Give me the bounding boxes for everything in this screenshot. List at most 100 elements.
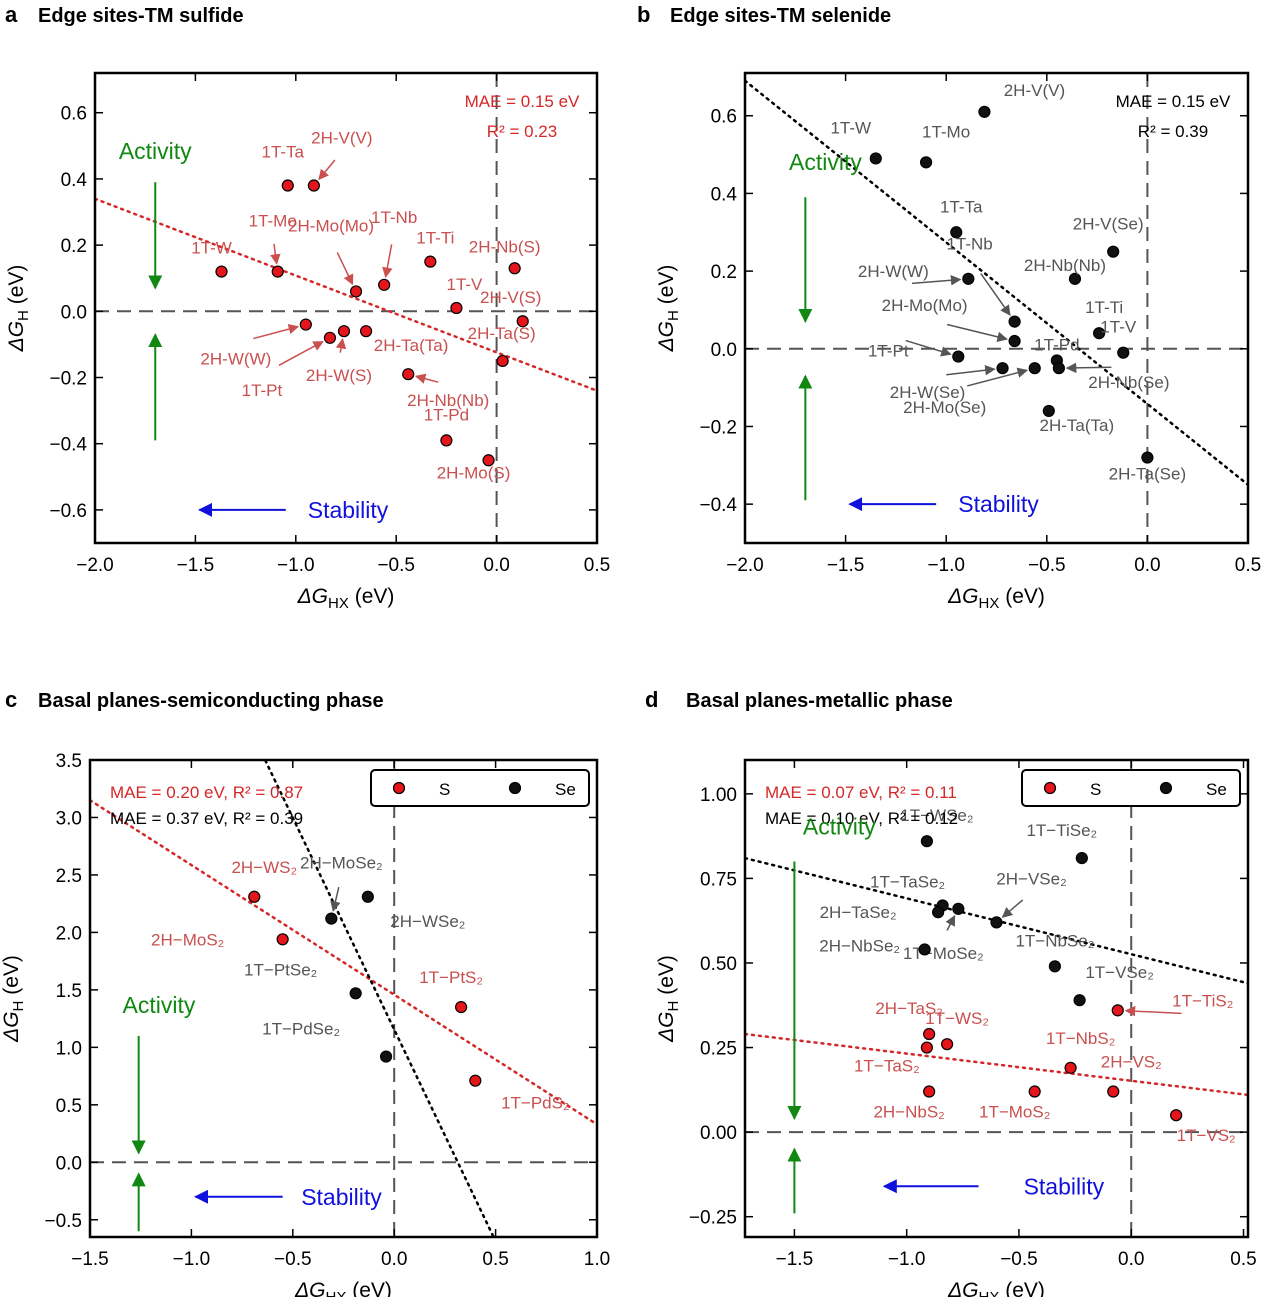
x-tick-label: 0.5: [1235, 555, 1261, 576]
label-pointer-arrow: [946, 323, 1008, 342]
panel-d: d Basal planes-metallic phase −1.5 −1.0 −0.5…: [645, 687, 1257, 1297]
y-tick-label: −0.4: [49, 435, 87, 456]
point-label-se: 2H−NbSe₂: [819, 936, 900, 955]
x-axis-label: ΔGHX (eV): [297, 585, 395, 612]
label-pointer-arrow: [278, 340, 324, 366]
legend-marker: [1159, 781, 1173, 795]
legend-box: [1021, 769, 1241, 807]
point-label-item: 2H-V(S): [480, 288, 541, 307]
label-pointer-arrow: [945, 915, 956, 931]
point-label-s: 2H−NbS₂: [873, 1103, 944, 1122]
data-point-se: [361, 890, 374, 903]
point-label-item: 1T-Ti: [1085, 298, 1123, 317]
x-axis-label: ΔGHX (eV): [947, 585, 1045, 612]
point-label-item: 2H-Mo(Mo): [288, 216, 374, 235]
data-point-s: [920, 1041, 933, 1054]
label-pointer-arrow: [980, 273, 1011, 316]
data-point-item: [424, 255, 437, 268]
y-tick-label: 3.5: [56, 751, 82, 772]
legend-label: Se: [1206, 780, 1227, 799]
data-point-s: [923, 1085, 936, 1098]
data-point-item: [516, 315, 529, 328]
x-tick-label: −1.0: [173, 1249, 211, 1270]
point-label-item: 2H-Mo(Mo): [882, 296, 968, 315]
point-label-item: 1T-Pt: [868, 342, 909, 361]
point-label-item: 1T-W: [191, 239, 232, 258]
panel-c: c Basal planes-semiconducting phase −1.5 −1…: [0, 687, 610, 1297]
y-tick-label: 0.25: [700, 1039, 737, 1060]
fit-line-se: [263, 760, 495, 1237]
data-point-se: [349, 987, 362, 1000]
data-point-item: [281, 179, 294, 192]
legend-marker: [1043, 781, 1057, 795]
data-point-item: [349, 285, 363, 298]
data-point-item: [1052, 362, 1065, 375]
point-label-item: 1T-Pd: [1034, 335, 1079, 354]
data-point-s: [923, 1027, 936, 1041]
data-point-item: [962, 272, 975, 285]
x-tick-label: −0.5: [1000, 1249, 1038, 1270]
data-point-item: [271, 265, 284, 278]
y-tick-label: −0.4: [699, 495, 737, 516]
fit-line-: [745, 79, 1248, 486]
plot-frame: [88, 758, 599, 1239]
legend-label: S: [439, 780, 450, 799]
stability-label: Stability: [301, 1184, 382, 1210]
data-point-item: [215, 265, 228, 278]
point-label-item: 2H-W(W): [858, 262, 929, 281]
fit-stats-text: R² = 0.39: [1138, 122, 1208, 141]
label-pointer-arrow: [414, 373, 439, 384]
data-point-item: [1117, 346, 1130, 359]
y-tick-label: −0.2: [49, 369, 87, 390]
legend-label: Se: [555, 780, 576, 799]
y-tick-label: −0.5: [44, 1211, 82, 1232]
point-label-se: 1T−VSe₂: [1085, 963, 1154, 982]
data-point-se: [952, 902, 965, 915]
point-label-item: 2H-Ta(Ta): [1039, 416, 1114, 435]
data-point-item: [508, 262, 521, 275]
label-pointer-arrow: [253, 323, 300, 340]
activity-label: Activity: [123, 992, 196, 1018]
data-point-item: [996, 362, 1009, 375]
legend-box: [370, 769, 590, 807]
x-tick-label: −2.0: [726, 555, 764, 576]
panel-letter: d: [645, 687, 658, 712]
activity-label: Activity: [803, 813, 876, 839]
data-point-item: [307, 179, 320, 192]
point-label-item: 1T-Pt: [242, 381, 283, 400]
point-label-item: 1T-Ta: [940, 197, 983, 216]
activity-label: Activity: [119, 138, 192, 164]
legend-label: S: [1090, 780, 1101, 799]
point-label-se: 1T−PtSe₂: [244, 960, 317, 979]
data-point-item: [337, 325, 351, 338]
point-label-item: 2H-Nb(S): [469, 237, 541, 256]
point-label-s: 1T−NbS₂: [1046, 1029, 1115, 1048]
point-label-se: 1T−NbSe₂: [1015, 931, 1094, 950]
fit-stats-se: MAE = 0.10 eV, R² = 0.12: [765, 809, 958, 828]
x-tick-label: −1.0: [927, 555, 965, 576]
data-point-s: [1064, 1061, 1077, 1074]
y-tick-label: 1.00: [700, 785, 737, 806]
point-label-se: 1T−TiSe₂: [1026, 821, 1097, 840]
data-point-s: [1028, 1085, 1041, 1098]
point-label-se: 1T−TaSe₂: [870, 872, 945, 891]
point-label-item: 2H-Ta(Se): [1109, 465, 1186, 484]
data-point-se: [379, 1050, 393, 1063]
data-point-s: [1170, 1109, 1183, 1122]
data-point-item: [359, 325, 373, 338]
fit-stats-text: MAE = 0.15 eV: [1116, 92, 1231, 111]
point-label-s: 2H−VS₂: [1101, 1053, 1162, 1072]
data-point-item: [440, 434, 453, 447]
data-point-item: [299, 318, 312, 331]
point-label-s: 1T−MoS₂: [979, 1103, 1050, 1122]
data-point-se: [918, 943, 931, 956]
label-pointer-arrow: [382, 244, 393, 278]
x-tick-label: −1.5: [776, 1249, 814, 1270]
y-tick-label: −0.25: [689, 1208, 737, 1229]
data-point-item: [378, 278, 391, 291]
point-label-item: 1T-Nb: [371, 208, 417, 227]
data-point-s: [248, 890, 261, 903]
panel-letter: c: [5, 687, 17, 712]
x-tick-label: −1.0: [277, 555, 315, 576]
point-label-item: 1T-W: [830, 118, 871, 137]
